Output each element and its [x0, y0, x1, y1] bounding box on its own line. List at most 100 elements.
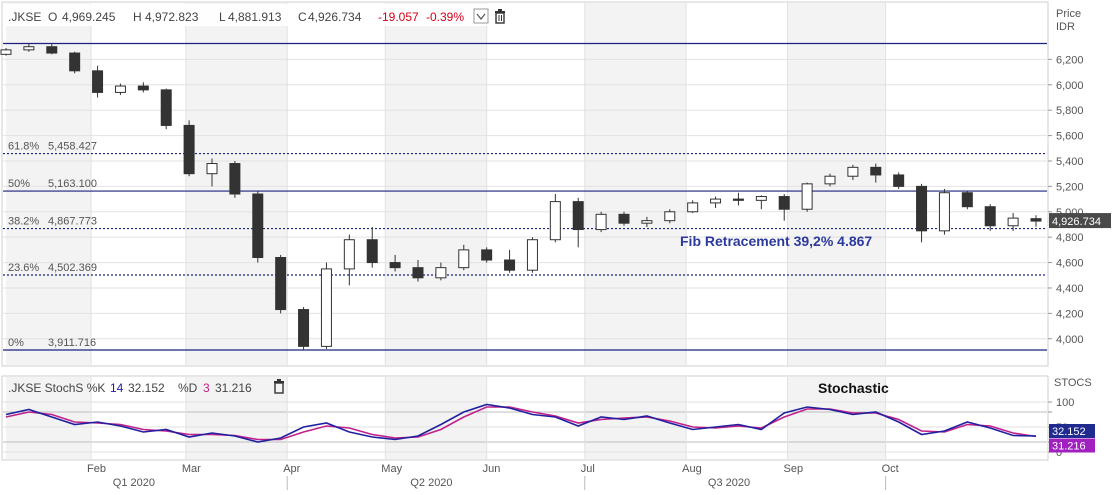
stoch-axis-title: STOCS — [1054, 377, 1092, 389]
candle-body — [92, 70, 104, 93]
price-tick-label: 5,200 — [1056, 181, 1084, 193]
candle-body — [641, 220, 653, 224]
candle-body — [847, 166, 859, 177]
candle-body — [732, 198, 744, 201]
quarter-label: Q3 2020 — [708, 477, 750, 489]
price-tick-label: 6,200 — [1056, 54, 1084, 66]
candle-body — [252, 193, 264, 258]
high-label: H — [133, 10, 142, 24]
close-label: C — [298, 10, 307, 24]
trash-icon[interactable] — [274, 379, 284, 394]
stoch-d-tag: 31.216 — [1049, 438, 1095, 453]
stoch-d-period: 3 — [203, 381, 210, 395]
month-label: Aug — [682, 463, 702, 475]
candle-body — [710, 198, 722, 204]
candle-body — [137, 85, 149, 91]
candle-body — [458, 249, 470, 269]
candle-body — [687, 202, 699, 213]
change-pct: -0.39% — [426, 10, 464, 24]
month-label: Jun — [483, 463, 501, 475]
month-shade — [185, 377, 288, 459]
low-value: 4,881.913 — [228, 10, 282, 24]
price-axis: 4,0004,2004,4004,6004,8005,0005,2005,400… — [1048, 54, 1084, 346]
price-panel — [1, 1, 1049, 367]
fib-level-pct: 61.8% — [8, 141, 39, 153]
fib-retracement-layer: 61.8% 5,458.427 50% 5,163.100 38.2% 4,867.773… — [3, 42, 1047, 351]
stochastic-series — [5, 403, 1037, 443]
candle-body — [320, 268, 332, 347]
candle-body — [275, 256, 287, 311]
candle-body — [23, 46, 35, 51]
fib-level-pct: 0% — [8, 337, 24, 349]
price-axis-title: Price — [1056, 8, 1081, 20]
trash-icon[interactable] — [495, 9, 505, 24]
candle-body — [504, 259, 516, 271]
high-value: 4,972.823 — [145, 10, 199, 24]
candle-body — [0, 49, 12, 55]
candle-body — [893, 174, 905, 187]
stochastic-annotation: Stochastic — [818, 380, 889, 396]
stoch-k-value: 32.152 — [128, 381, 165, 395]
stoch-d-label: %D — [178, 381, 198, 395]
candle-body — [298, 309, 310, 347]
fib-level-value: 4,502.369 — [48, 262, 97, 274]
month-label: Jul — [581, 463, 595, 475]
candle-body — [412, 267, 424, 279]
candle-body — [664, 211, 676, 222]
open-value: 4,969.245 — [62, 10, 116, 24]
stoch-tick-label: 100 — [1056, 397, 1074, 409]
price-tick-label: 6,000 — [1056, 80, 1084, 92]
price-tick-label: 4,600 — [1056, 258, 1084, 270]
candle-body — [595, 213, 607, 231]
candle-body — [229, 163, 241, 195]
quarter-label: Q1 2020 — [113, 477, 155, 489]
price-tick-label: 5,600 — [1056, 131, 1084, 143]
candle-body — [206, 163, 218, 175]
month-label: Feb — [87, 463, 106, 475]
change-value: -19.057 — [378, 10, 419, 24]
month-label: Apr — [283, 463, 300, 475]
month-shade — [787, 377, 886, 459]
candle-body — [366, 239, 378, 264]
low-label: L — [219, 10, 226, 24]
candle-body — [549, 201, 561, 241]
candle-body — [389, 262, 401, 269]
candle-body — [1007, 217, 1019, 227]
stoch-k-line — [5, 403, 1037, 443]
price-gridlines — [3, 3, 1047, 365]
candle-body — [801, 183, 813, 210]
month-label: Mar — [182, 463, 201, 475]
candle-body — [870, 166, 882, 176]
last-price-tag: 4,926.734 — [1049, 213, 1111, 229]
candle-body — [755, 196, 767, 201]
price-tick-label: 5,400 — [1056, 156, 1084, 168]
fib-level-value: 5,458.427 — [48, 141, 97, 153]
stoch-k-tag-text: 32.152 — [1052, 426, 1086, 438]
fib-level-pct: 38.2% — [8, 216, 39, 228]
price-tick-label: 4,800 — [1056, 232, 1084, 244]
symbol-label: .JKSE — [8, 10, 41, 24]
stoch-k-period: 14 — [110, 381, 124, 395]
fib-level-value: 4,867.773 — [48, 216, 97, 228]
candle-body — [916, 185, 928, 232]
fib-level-value: 5,163.100 — [48, 178, 97, 190]
candle-body — [824, 175, 836, 185]
time-axis: Feb Mar Apr May Jun Jul Aug Sep Oct Q1 2020 Q2 202… — [87, 463, 899, 490]
fib-level-pct: 50% — [8, 178, 30, 190]
candle-body — [481, 249, 493, 261]
candle-body — [183, 124, 195, 175]
price-tick-label: 4,400 — [1056, 283, 1084, 295]
stoch-d-tag-text: 31.216 — [1052, 441, 1086, 453]
last-price-tag-text: 4,926.734 — [1052, 216, 1101, 228]
candle-body — [938, 192, 950, 232]
chevron-down-icon[interactable] — [473, 8, 489, 24]
month-label: May — [381, 463, 402, 475]
candle-body — [778, 196, 790, 210]
stoch-k-tag: 32.152 — [1049, 424, 1095, 438]
price-axis-unit: IDR — [1056, 21, 1075, 33]
candle-body — [114, 85, 126, 93]
stochastic-month-shading — [6, 377, 886, 459]
month-label: Sep — [783, 463, 803, 475]
